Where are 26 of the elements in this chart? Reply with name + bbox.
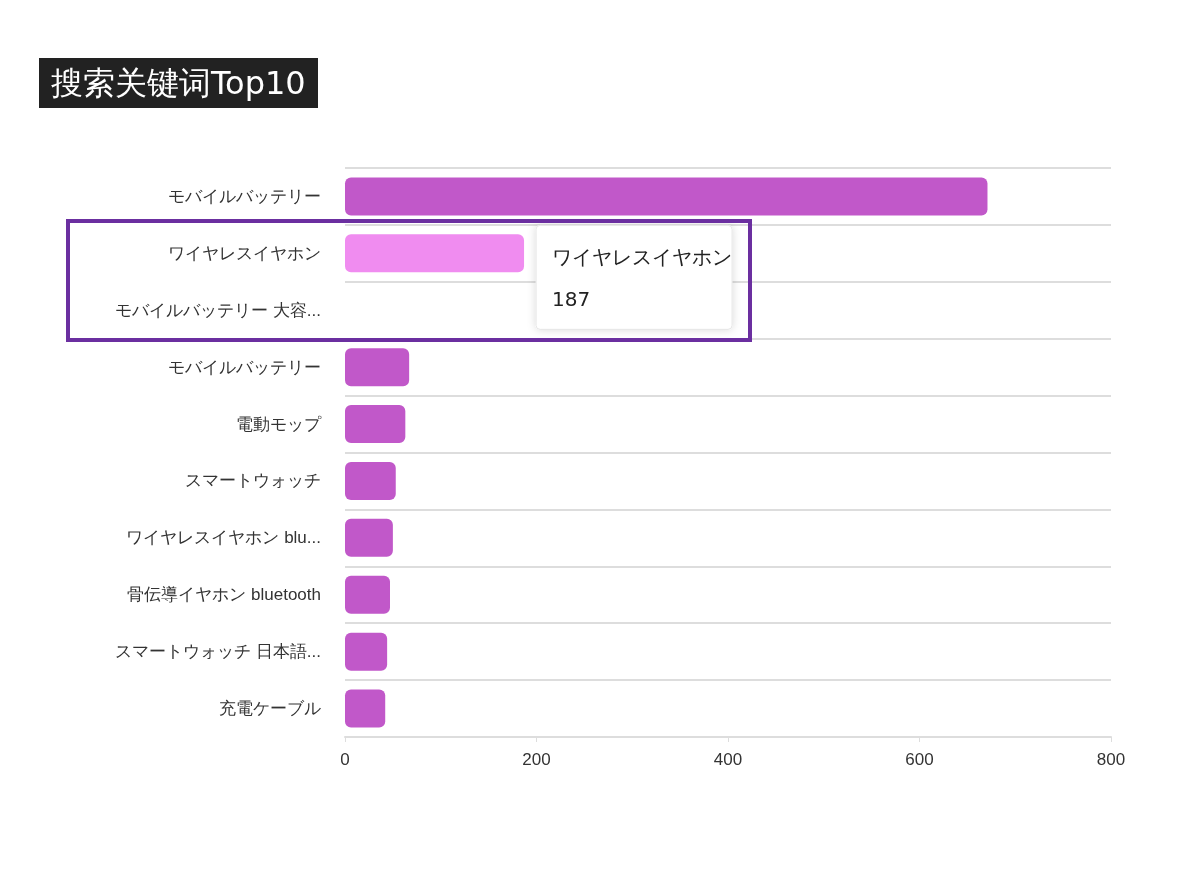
- bar: [345, 461, 396, 500]
- bar: [345, 689, 386, 728]
- x-tick-label: 800: [1096, 750, 1126, 769]
- annotation: ワイヤレスイヤホン 187: [552, 245, 733, 312]
- bar: [345, 234, 525, 273]
- bar: [345, 177, 988, 216]
- bar: [345, 348, 410, 387]
- bar: [345, 518, 393, 557]
- x-tick-label: 400: [713, 750, 743, 769]
- y-tick-label: 骨伝導イヤホン bluetooth: [127, 585, 321, 605]
- bar: [345, 632, 388, 671]
- y-tick-label: モバイルバッテリー: [168, 186, 321, 206]
- bar: [345, 575, 390, 614]
- y-tick-label: ワイヤレスイヤホン blu...: [126, 528, 321, 548]
- y-tick-label: モバイルバッテリー: [168, 357, 321, 377]
- y-tick-label: モバイルバッテリー 大容...: [115, 300, 321, 320]
- x-tick-label: 0: [340, 750, 350, 769]
- y-tick-label: スマートウォッチ: [185, 471, 321, 491]
- x-tick-label: 200: [522, 750, 551, 769]
- x-tick-label: 600: [905, 750, 934, 769]
- bar: [345, 405, 406, 444]
- y-tick-label: スマートウォッチ 日本語...: [115, 642, 321, 662]
- y-tick-label: 充電ケーブル: [219, 699, 321, 719]
- y-tick-label: ワイヤレスイヤホン: [168, 243, 321, 263]
- chart-title: 搜索关键词Top10: [39, 58, 318, 108]
- y-tick-label: 電動モップ: [236, 414, 322, 434]
